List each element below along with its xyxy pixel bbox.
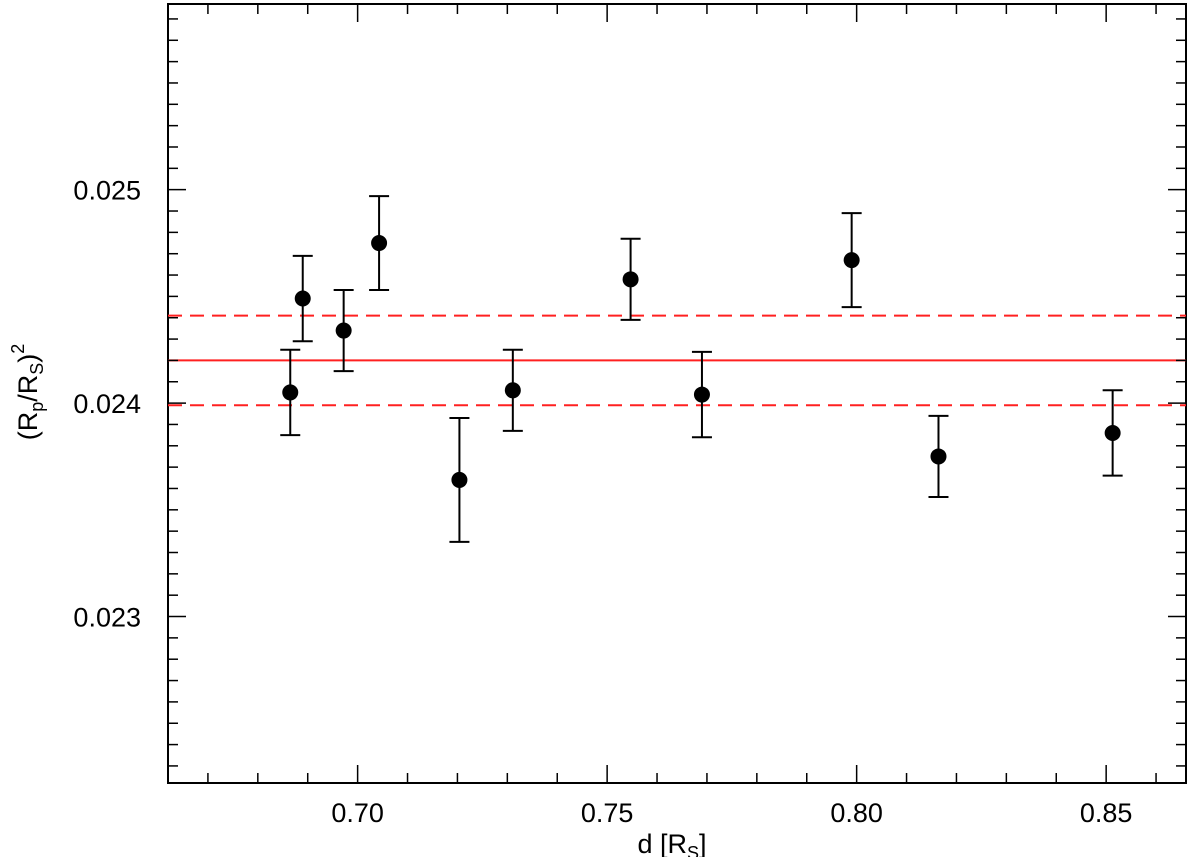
point-marker [622, 271, 639, 288]
y-axis-title: (Rp/RS)2 [8, 344, 47, 441]
y-tick-label: 0.025 [73, 176, 141, 206]
x-tick-label: 0.70 [331, 798, 384, 828]
data-point [841, 212, 862, 309]
y-tick-label: 0.023 [73, 603, 141, 633]
point-marker [294, 290, 311, 307]
x-tick-label: 0.80 [830, 798, 883, 828]
y-tick-label: 0.024 [73, 389, 141, 419]
point-marker [282, 384, 299, 401]
data-point [333, 288, 354, 373]
data-point [928, 414, 949, 499]
data-point [502, 348, 523, 432]
plot-area [167, 3, 1187, 784]
point-marker [451, 471, 468, 488]
x-tick-label: 0.85 [1080, 798, 1133, 828]
data-point [280, 348, 301, 437]
point-marker [930, 448, 947, 465]
x-axis-title: d [RS] [637, 829, 706, 857]
axis-ticks [168, 4, 1186, 783]
point-marker [504, 382, 521, 399]
tick-labels: 0.70 0.75 0.80 0.85 0.023 0.024 0.025 [73, 176, 1132, 828]
point-marker [335, 322, 352, 339]
point-marker [1104, 424, 1121, 441]
data-point [449, 417, 470, 543]
plot-frame [167, 3, 1187, 784]
data-point [369, 195, 390, 291]
point-marker [693, 386, 710, 403]
data-point [292, 254, 313, 343]
data-point [691, 350, 712, 439]
x-tick-label: 0.75 [581, 798, 634, 828]
data-point [620, 237, 641, 321]
data-point [1102, 389, 1123, 477]
point-marker [371, 235, 388, 252]
point-marker [843, 252, 860, 269]
